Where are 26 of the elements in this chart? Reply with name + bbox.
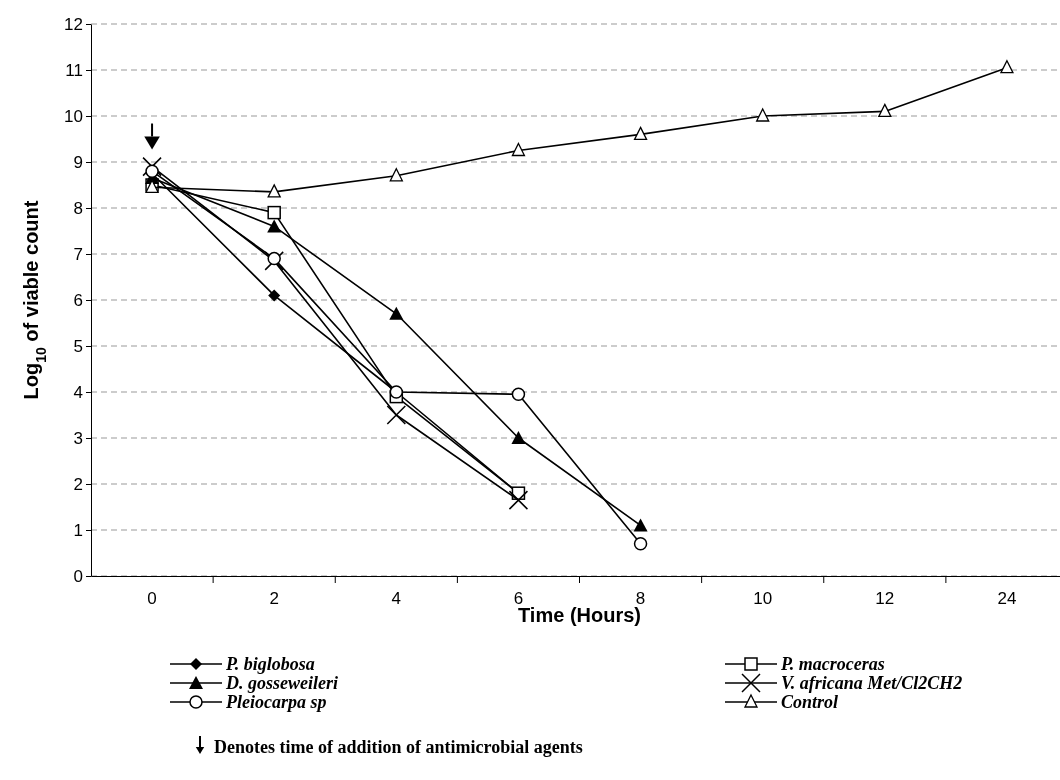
y-tick-label: 2 [73, 474, 83, 494]
y-tick-label: 11 [65, 60, 83, 80]
legend-label: Control [781, 692, 839, 712]
x-tick-label: 0 [147, 589, 157, 609]
y-tick-label: 7 [73, 244, 83, 264]
legend-label: P. biglobosa [225, 654, 315, 674]
y-tick-label: 4 [73, 382, 83, 402]
y-tick-label: 10 [64, 106, 83, 126]
x-tick-label: 4 [391, 589, 402, 609]
legend-label: V. africana Met/Cl2CH2 [781, 673, 963, 693]
y-tick-label: 5 [73, 336, 83, 356]
x-tick-label: 10 [753, 589, 773, 609]
legend-label: P. macroceras [780, 654, 885, 674]
legend-label: D. gosseweileri [225, 673, 338, 693]
legend-label: Pleiocarpa sp [225, 692, 327, 712]
y-tick-label: 6 [73, 290, 83, 310]
y-tick-label: 9 [73, 152, 83, 172]
y-tick-label: 3 [73, 428, 83, 448]
x-tick-label: 2 [269, 589, 279, 609]
x-tick-label: 12 [875, 589, 895, 609]
y-tick-label: 8 [73, 198, 83, 218]
x-tick-label: 24 [997, 589, 1017, 609]
y-tick-label: 0 [73, 566, 83, 586]
y-tick-label: 12 [64, 14, 83, 34]
y-tick-label: 1 [73, 520, 83, 540]
text: Denotes time of addition of antimicrobial agents [214, 737, 583, 757]
